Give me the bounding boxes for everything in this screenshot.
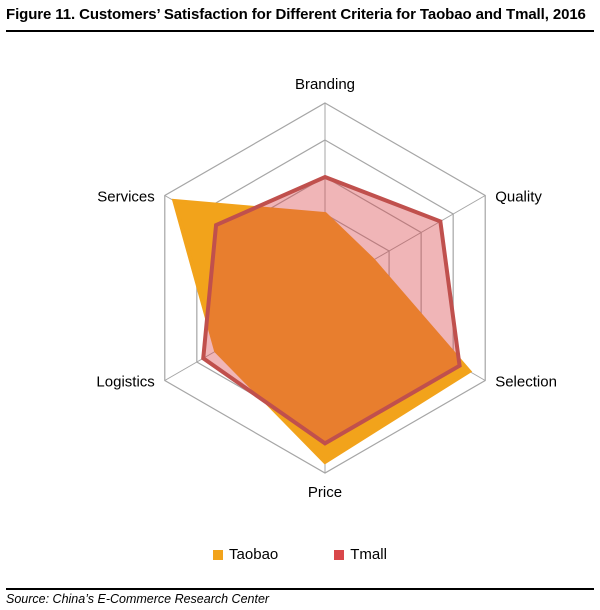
radar-chart: Branding Quality Selection Price Logistics Se… [96,76,557,501]
bottom-rule [6,588,594,590]
legend-swatch-tmall [334,549,345,560]
source-note: Source: China’s E-Commerce Research Cent… [6,592,270,606]
radar-axis-labels: Branding Quality Selection Price Logistics Se… [96,76,557,501]
axis-label-selection: Selection [495,374,557,391]
series-taobao [171,198,473,465]
axis-label-branding: Branding [295,76,355,93]
top-rule [6,30,594,32]
series-tmall [201,174,462,446]
legend-swatch-taobao [213,549,224,560]
axis-label-quality: Quality [495,189,542,206]
chart-legend: Taobao Tmall [0,546,600,563]
legend-item-tmall[interactable]: Tmall [334,546,387,563]
chart-title: Figure 11. Customers’ Satisfaction for D… [6,6,586,23]
legend-item-taobao[interactable]: Taobao [213,546,278,563]
axis-label-price: Price [308,484,342,501]
legend-label-tmall: Tmall [350,546,387,563]
axis-label-services: Services [97,189,155,206]
axis-label-logistics: Logistics [96,374,154,391]
legend-label-taobao: Taobao [229,546,279,563]
radar-series [171,174,473,465]
